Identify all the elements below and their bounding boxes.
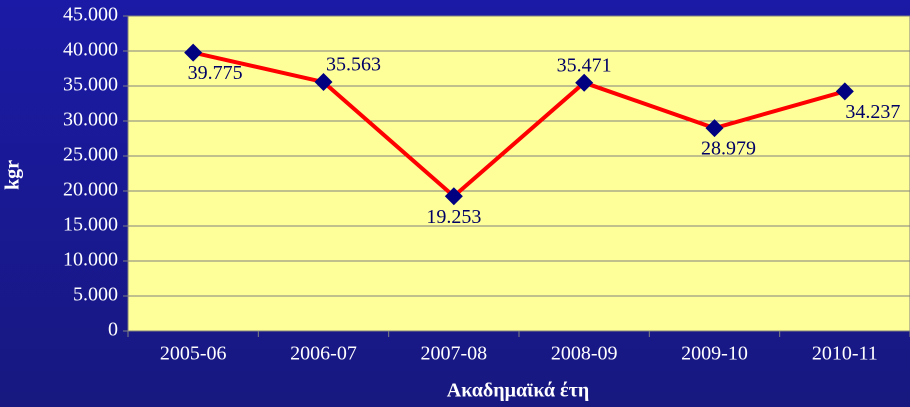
x-tick-label: 2005-06 [160,343,227,365]
data-label: 35.471 [557,54,612,76]
data-label: 19.253 [426,206,481,228]
y-tick-label: 20.000 [63,179,118,201]
marker [314,73,333,92]
y-tick-label: 35.000 [63,74,118,96]
x-tick-label: 2009-10 [681,343,748,365]
y-tick-label: 15.000 [63,214,118,236]
line [192,50,846,199]
x-tick-label: 2006-07 [290,343,357,365]
data-label: 35.563 [326,54,381,76]
marker [575,73,594,92]
x-axis-label: Ακαδημαϊκά έτη [447,380,589,402]
marker [835,82,854,101]
data-label: 39.775 [188,62,243,84]
y-tick-label: 5.000 [73,284,118,306]
y-tick-label: 30.000 [63,109,118,131]
y-axis-label: kgr [2,160,24,190]
marker [184,43,203,62]
y-tick-label: 10.000 [63,249,118,271]
x-tick-label: 2008-09 [551,343,618,365]
x-tick-label: 2010-11 [812,343,878,365]
y-tick-label: 45.000 [63,4,118,26]
y-tick-label: 0 [108,319,118,341]
marker [705,119,724,138]
marker [444,187,463,206]
data-label: 34.237 [845,101,900,123]
data-label: 28.979 [701,138,756,160]
y-tick-label: 25.000 [63,144,118,166]
x-tick-label: 2007-08 [420,343,487,365]
y-tick-label: 40.000 [63,39,118,61]
